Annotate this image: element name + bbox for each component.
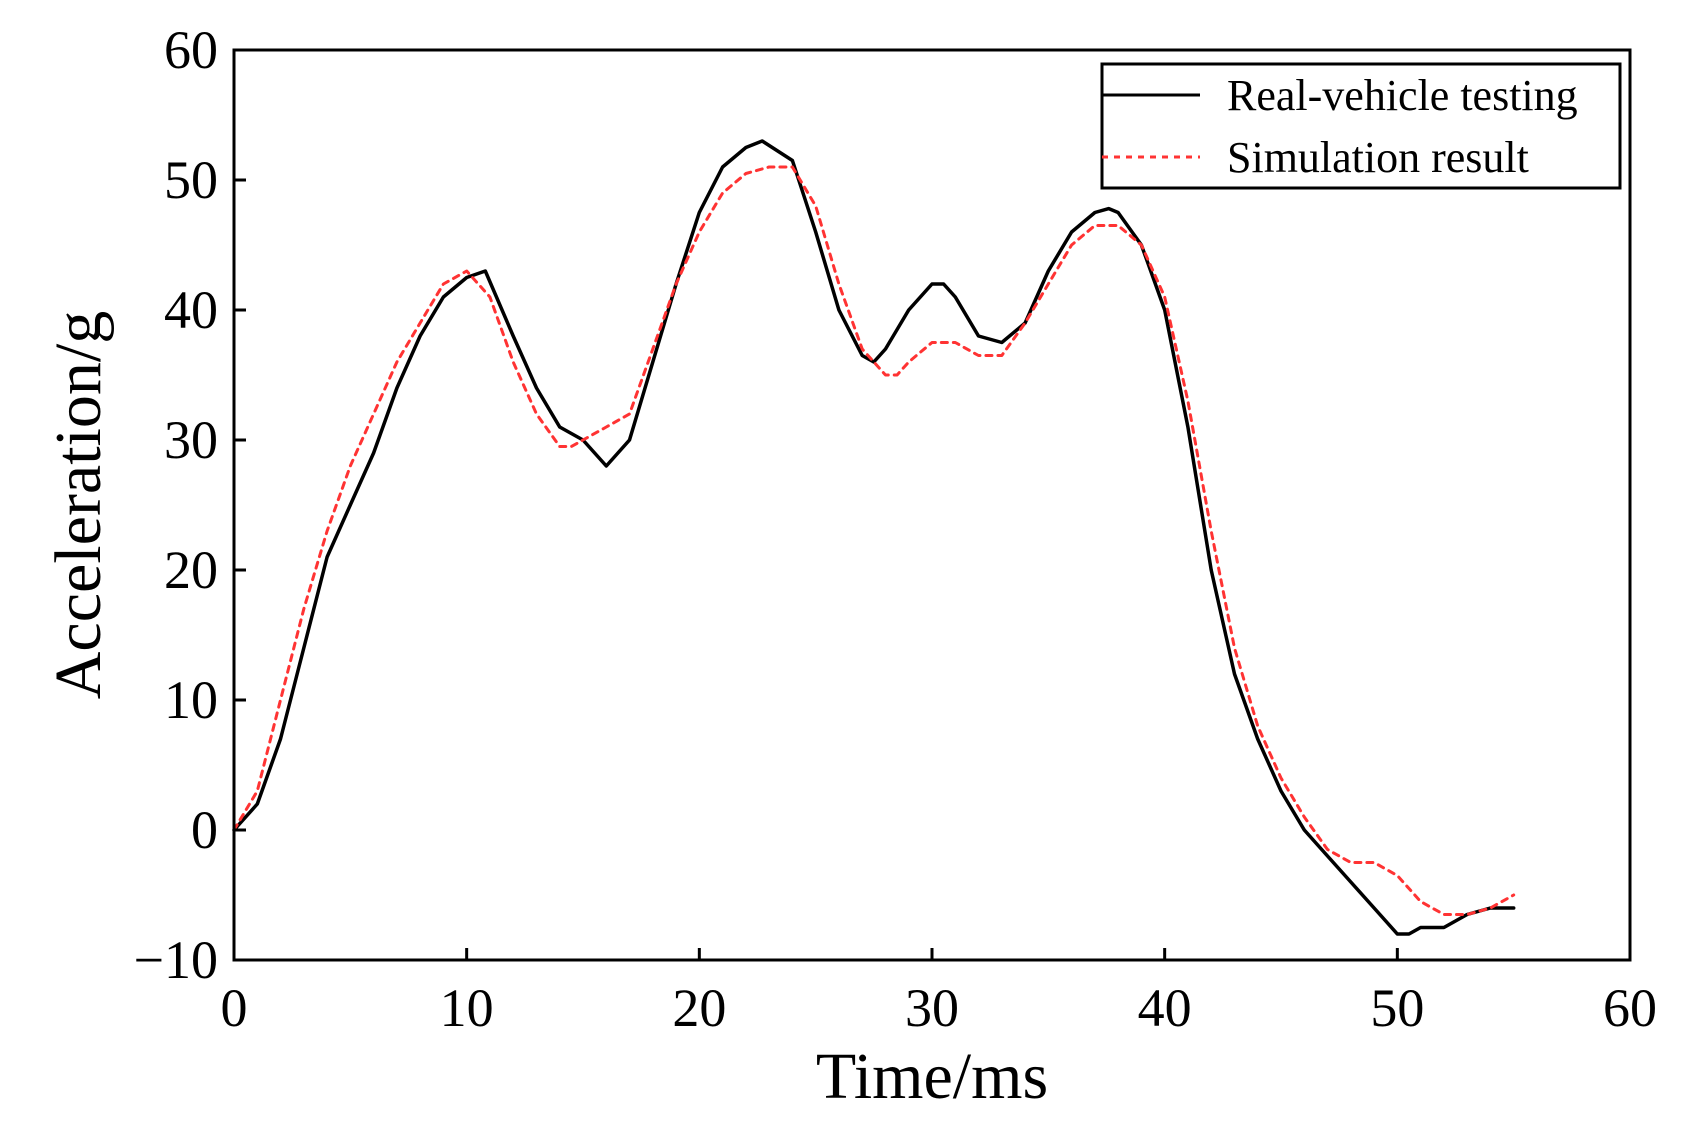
y-tick-label: 60 [164,20,218,80]
y-tick-label: 50 [164,150,218,210]
x-tick-label: 0 [221,978,248,1038]
x-tick-label: 20 [672,978,726,1038]
y-tick-label: 0 [191,800,218,860]
y-tick-label: 20 [164,540,218,600]
legend-label-real-vehicle: Real-vehicle testing [1227,71,1578,120]
x-tick-label: 50 [1370,978,1424,1038]
x-tick-label: 30 [905,978,959,1038]
y-tick-label: −10 [134,930,218,990]
y-tick-label: 40 [164,280,218,340]
x-tick-label: 10 [440,978,494,1038]
series-line-real-vehicle [232,139,1516,936]
x-axis-ticks: 0 10 20 30 40 50 60 [221,948,1657,1038]
y-axis-title: Acceleration/g [42,311,115,699]
y-axis-ticks: −10 0 10 20 30 40 50 60 [134,20,246,990]
plot-lines [232,139,1516,936]
series-line-simulation [232,165,1516,916]
legend-label-simulation: Simulation result [1227,133,1529,182]
legend-box [1100,62,1622,190]
y-tick-label: 10 [164,670,218,730]
x-tick-label: 60 [1603,978,1657,1038]
y-tick-label: 30 [164,410,218,470]
x-axis-title: Time/ms [816,1040,1048,1113]
x-tick-label: 40 [1138,978,1192,1038]
legend: Real-vehicle testing Simulation result [1100,62,1622,190]
